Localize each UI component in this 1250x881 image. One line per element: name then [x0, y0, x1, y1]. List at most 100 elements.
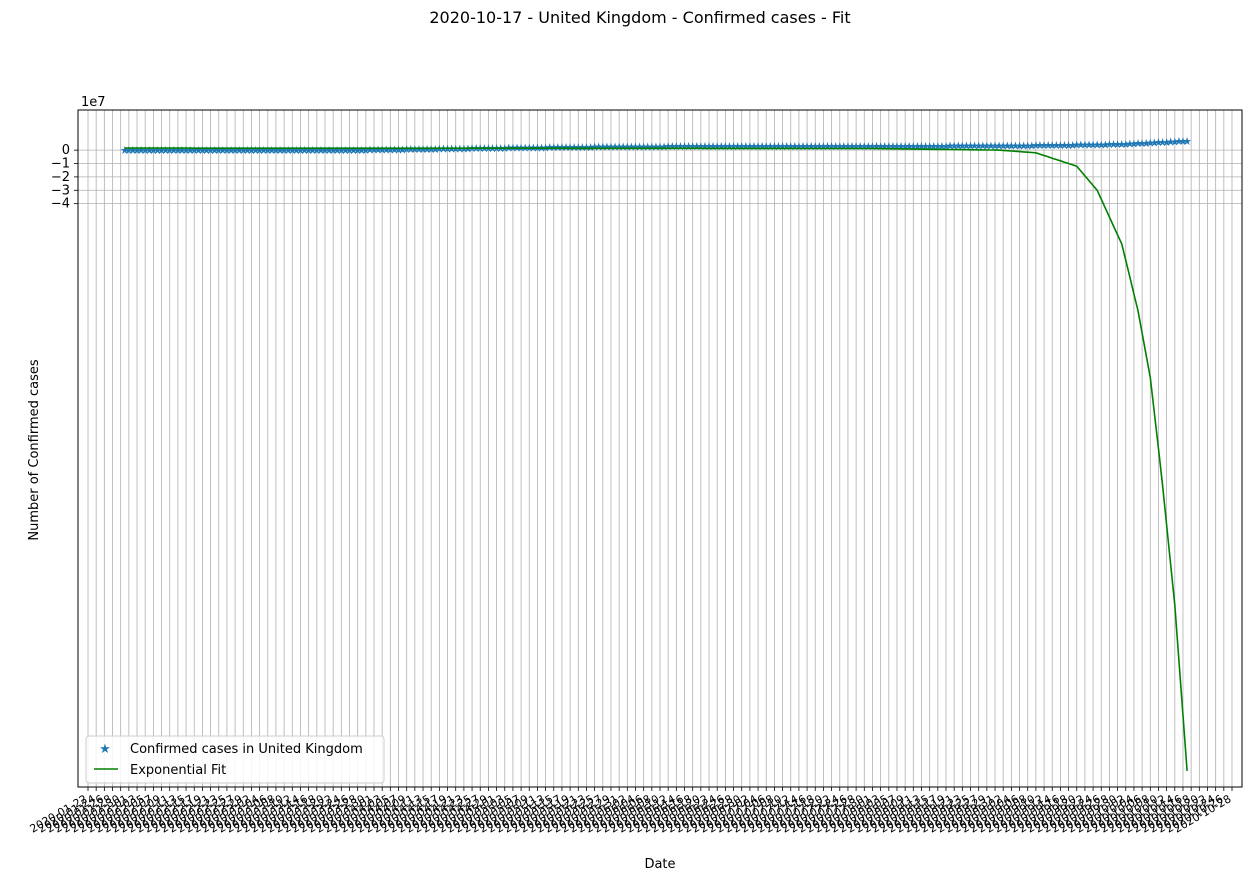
data-point-star: ★ — [586, 141, 596, 154]
data-point-star: ★ — [255, 144, 265, 157]
data-point-star: ★ — [961, 140, 971, 153]
data-point-star: ★ — [700, 140, 710, 153]
data-point-star: ★ — [982, 140, 992, 153]
data-point-star: ★ — [1096, 138, 1106, 151]
data-point-star: ★ — [573, 141, 583, 154]
data-point-star: ★ — [774, 140, 784, 153]
legend-label-confirmed: Confirmed cases in United Kingdom — [130, 742, 363, 757]
data-point-star: ★ — [1088, 138, 1098, 151]
data-point-star: ★ — [953, 140, 963, 153]
data-point-star: ★ — [1137, 137, 1147, 150]
plot-frame — [77, 109, 1243, 788]
data-point-star: ★ — [1031, 139, 1041, 152]
data-point-star: ★ — [434, 143, 444, 156]
data-point-star: ★ — [655, 140, 665, 153]
data-point-star: ★ — [353, 144, 363, 157]
data-point-star: ★ — [283, 144, 293, 157]
data-point-star: ★ — [181, 144, 191, 157]
data-point-star: ★ — [888, 140, 898, 153]
data-point-star: ★ — [798, 140, 808, 153]
data-point-star: ★ — [1178, 135, 1188, 148]
data-point-star: ★ — [704, 140, 714, 153]
data-point-star: ★ — [402, 143, 412, 156]
data-point-star: ★ — [418, 143, 428, 156]
legend-star-icon: ★ — [99, 742, 111, 757]
data-point-star: ★ — [957, 140, 967, 153]
data-point-star: ★ — [234, 144, 244, 157]
axes: 0−1−2−3−42020-01-222020-01-242020-01-262… — [28, 109, 1243, 836]
data-point-star: ★ — [230, 144, 240, 157]
data-point-star: ★ — [708, 140, 718, 153]
y-tick-label: −1 — [51, 157, 70, 172]
data-point-star: ★ — [761, 140, 771, 153]
data-point-star: ★ — [120, 144, 130, 157]
data-point-star: ★ — [684, 140, 694, 153]
data-point-star: ★ — [361, 144, 371, 157]
data-point-star: ★ — [443, 143, 453, 156]
data-point-star: ★ — [880, 140, 890, 153]
data-point-star: ★ — [251, 144, 261, 157]
data-point-star: ★ — [173, 144, 183, 157]
data-point-star: ★ — [193, 144, 203, 157]
data-point-star: ★ — [569, 141, 579, 154]
data-point-star: ★ — [978, 140, 988, 153]
data-point-star: ★ — [778, 140, 788, 153]
data-point-star: ★ — [851, 140, 861, 153]
data-point-star: ★ — [1113, 138, 1123, 151]
data-point-star: ★ — [197, 144, 207, 157]
data-point-star: ★ — [320, 144, 330, 157]
data-point-star: ★ — [447, 143, 457, 156]
data-point-star: ★ — [810, 140, 820, 153]
data-point-star: ★ — [1015, 139, 1025, 152]
data-point-star: ★ — [279, 144, 289, 157]
data-point-star: ★ — [1002, 140, 1012, 153]
data-point-star: ★ — [667, 140, 677, 153]
data-point-star: ★ — [598, 141, 608, 154]
data-point-star: ★ — [745, 140, 755, 153]
data-point-star: ★ — [1141, 137, 1151, 150]
data-point-star: ★ — [336, 144, 346, 157]
data-point-star: ★ — [226, 144, 236, 157]
data-point-star: ★ — [222, 144, 232, 157]
data-point-star: ★ — [720, 140, 730, 153]
data-point-star: ★ — [859, 140, 869, 153]
y-axis-label: Number of Confirmed cases — [27, 359, 42, 541]
data-point-star: ★ — [606, 141, 616, 154]
data-point-star: ★ — [696, 140, 706, 153]
data-point-star: ★ — [148, 144, 158, 157]
data-point-star: ★ — [332, 144, 342, 157]
data-point-star: ★ — [818, 140, 828, 153]
data-point-star: ★ — [725, 140, 735, 153]
data-point-star: ★ — [1006, 139, 1016, 152]
data-point-star: ★ — [941, 140, 951, 153]
data-point-star: ★ — [1174, 135, 1184, 148]
data-point-star: ★ — [275, 144, 285, 157]
data-point-star: ★ — [1072, 139, 1082, 152]
data-point-star: ★ — [675, 140, 685, 153]
y-axis-offset-label: 1e7 — [81, 95, 106, 110]
data-point-star: ★ — [790, 140, 800, 153]
data-point-star: ★ — [312, 144, 322, 157]
chart-title: 2020-10-17 - United Kingdom - Confirmed … — [429, 8, 850, 27]
data-point-star: ★ — [782, 140, 792, 153]
data-point-star: ★ — [908, 140, 918, 153]
data-point-star: ★ — [263, 144, 273, 157]
y-tick-label: 0 — [62, 143, 70, 158]
data-point-star: ★ — [765, 140, 775, 153]
data-point-star: ★ — [1182, 135, 1192, 148]
data-point-star: ★ — [1084, 139, 1094, 152]
data-point-star: ★ — [594, 141, 604, 154]
data-point-star: ★ — [1092, 138, 1102, 151]
data-point-star: ★ — [349, 144, 359, 157]
data-point-star: ★ — [385, 143, 395, 156]
data-point-star: ★ — [631, 140, 641, 153]
data-point-star: ★ — [1149, 136, 1159, 149]
data-point-star: ★ — [872, 140, 882, 153]
y-tick-label: −3 — [51, 183, 70, 198]
data-point-star: ★ — [210, 144, 220, 157]
data-point-star: ★ — [688, 140, 698, 153]
data-point-star: ★ — [242, 144, 252, 157]
data-point-star: ★ — [986, 140, 996, 153]
data-point-star: ★ — [1100, 138, 1110, 151]
